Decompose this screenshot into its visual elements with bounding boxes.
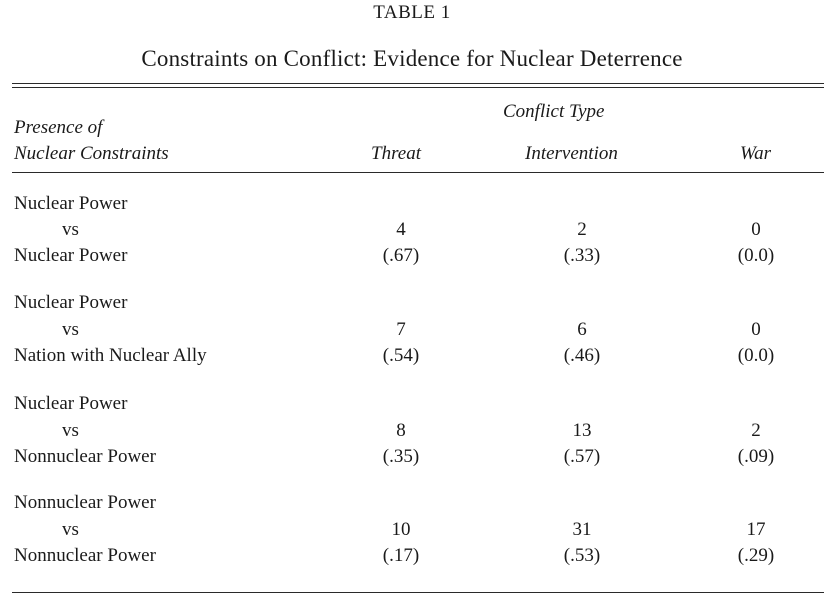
group-3-war-proportion: (.09) [737,446,775,467]
group-2-intervention-proportion: (.46) [563,345,601,366]
group-1-intervention-count: 2 [577,219,587,240]
group-3-line1: Nuclear Power [14,393,128,414]
row-header-line2: Nuclear Constraints [14,143,169,164]
bottom-rule [12,592,824,593]
group-2-war-count: 0 [751,319,761,340]
column-header-war: War [740,143,771,164]
group-4-line3: Nonnuclear Power [14,545,156,566]
group-2-threat-proportion: (.54) [382,345,420,366]
group-2-intervention-count: 6 [577,319,587,340]
group-3-threat-count: 8 [396,420,406,441]
group-1-vs: vs [62,219,79,240]
group-1-war-count: 0 [751,219,761,240]
top-rule [12,83,824,84]
group-4-threat-proportion: (.17) [382,545,420,566]
group-1-intervention-proportion: (.33) [563,245,601,266]
group-1-line3: Nuclear Power [14,245,128,266]
group-4-intervention-count: 31 [572,519,592,540]
group-4-vs: vs [62,519,79,540]
group-4-war-proportion: (.29) [737,545,775,566]
column-header-intervention: Intervention [525,143,618,164]
group-3-vs: vs [62,420,79,441]
group-2-line3: Nation with Nuclear Ally [14,345,207,366]
group-header: Conflict Type [503,101,605,122]
group-2-line1: Nuclear Power [14,292,128,313]
group-3-war-count: 2 [751,420,761,441]
group-1-threat-count: 4 [396,219,406,240]
group-1-war-proportion: (0.0) [737,245,775,266]
group-1-threat-proportion: (.67) [382,245,420,266]
table-number: TABLE 1 [373,2,451,23]
group-3-intervention-proportion: (.57) [563,446,601,467]
top-rule-second [12,87,824,88]
group-4-war-count: 17 [746,519,766,540]
group-2-vs: vs [62,319,79,340]
table-title: Constraints on Conflict: Evidence for Nu… [141,46,683,71]
header-rule [12,172,824,173]
group-2-threat-count: 7 [396,319,406,340]
group-3-line3: Nonnuclear Power [14,446,156,467]
group-4-intervention-proportion: (.53) [563,545,601,566]
group-3-threat-proportion: (.35) [382,446,420,467]
group-4-line1: Nonnuclear Power [14,492,156,513]
group-4-threat-count: 10 [391,519,411,540]
group-1-line1: Nuclear Power [14,193,128,214]
row-header-line1: Presence of [14,117,103,138]
group-2-war-proportion: (0.0) [737,345,775,366]
group-3-intervention-count: 13 [572,420,592,441]
column-header-threat: Threat [371,143,421,164]
